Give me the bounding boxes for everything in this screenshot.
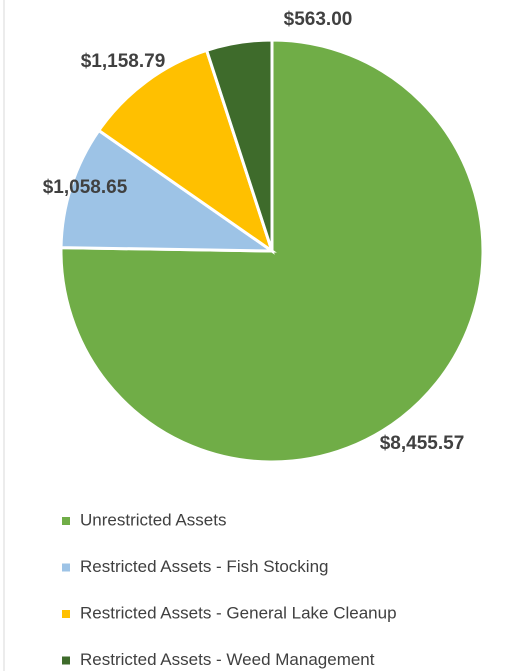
- data-label: $1,058.65: [43, 177, 128, 198]
- pie-slice: [59, 128, 277, 253]
- legend-swatch: [62, 656, 70, 665]
- legend-label: Restricted Assets - General Lake Cleanup: [80, 603, 397, 622]
- data-label: $563.00: [284, 9, 353, 30]
- legend-label: Restricted Assets - Weed Management: [80, 650, 375, 669]
- pie-slice: [204, 38, 274, 252]
- legend-swatch: [62, 563, 70, 572]
- pie-slice: [59, 38, 485, 464]
- legend-label: Restricted Assets - Fish Stocking: [80, 557, 328, 576]
- legend-label: Unrestricted Assets: [80, 510, 226, 529]
- pie-slice: [96, 48, 275, 255]
- legend-swatch: [62, 610, 70, 618]
- data-label: $8,455.57: [380, 433, 465, 454]
- data-label: $1,158.79: [81, 51, 166, 72]
- legend-swatch: [62, 517, 70, 525]
